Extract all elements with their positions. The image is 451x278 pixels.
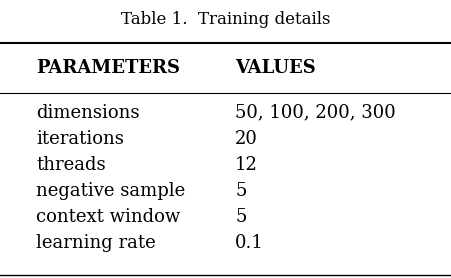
Text: PARAMETERS: PARAMETERS [36,59,180,77]
Text: 12: 12 [235,156,258,174]
Text: Table 1.  Training details: Table 1. Training details [121,11,330,28]
Text: threads: threads [36,156,106,174]
Text: 20: 20 [235,130,258,148]
Text: negative sample: negative sample [36,182,185,200]
Text: iterations: iterations [36,130,124,148]
Text: 50, 100, 200, 300: 50, 100, 200, 300 [235,104,395,121]
Text: 0.1: 0.1 [235,234,263,252]
Text: 5: 5 [235,182,246,200]
Text: VALUES: VALUES [235,59,315,77]
Text: 5: 5 [235,208,246,226]
Text: context window: context window [36,208,180,226]
Text: dimensions: dimensions [36,104,139,121]
Text: learning rate: learning rate [36,234,156,252]
